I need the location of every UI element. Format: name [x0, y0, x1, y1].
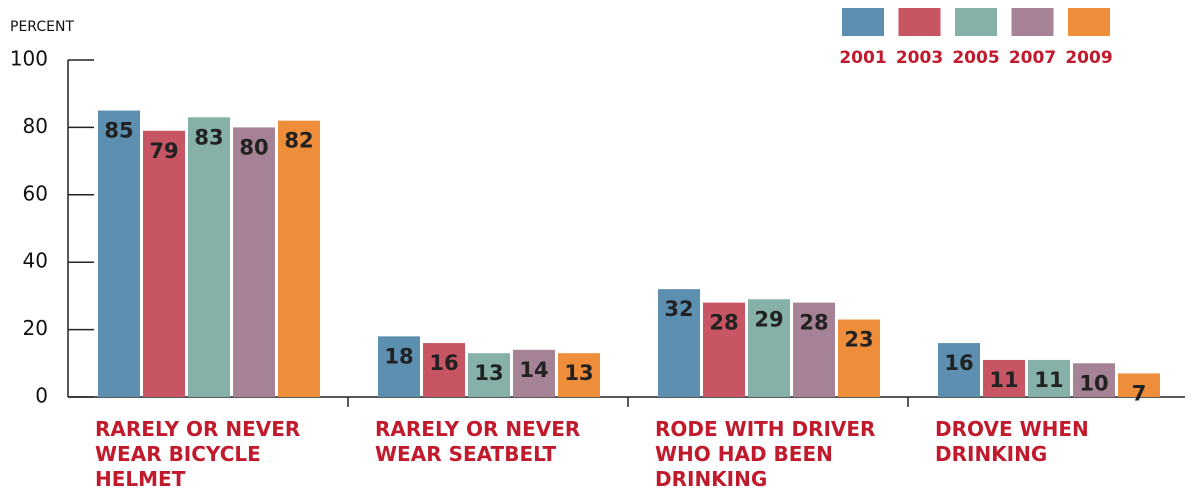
value-label: 11 [989, 368, 1018, 392]
bar [468, 353, 510, 397]
y-tick-label: 60 [23, 181, 48, 205]
value-label: 13 [564, 361, 593, 385]
value-label: 7 [1132, 381, 1147, 405]
value-label: 82 [284, 129, 313, 153]
legend-label: 2005 [952, 48, 999, 68]
value-label: 14 [519, 358, 548, 382]
x-tick-label: RARELY OR NEVER WEAR SEATBELT [375, 417, 587, 466]
category-line: WEAR BICYCLE [95, 442, 268, 466]
value-label: 80 [239, 135, 268, 159]
value-label: 16 [429, 351, 458, 375]
value-label: 32 [664, 297, 693, 321]
bar [793, 302, 835, 397]
legend-label: 2001 [839, 48, 886, 68]
bar [143, 130, 185, 397]
value-label: 28 [709, 311, 738, 335]
bar [513, 349, 555, 397]
category-line: HELMET [95, 467, 186, 491]
bar [1118, 373, 1160, 397]
legend-swatch [1011, 8, 1054, 36]
value-label: 29 [754, 307, 783, 331]
legend-swatch [955, 8, 997, 36]
value-label: 23 [844, 327, 873, 351]
value-label: 79 [149, 139, 178, 163]
value-label: 83 [194, 125, 223, 149]
bar [558, 353, 600, 397]
bar [1028, 359, 1070, 397]
x-tick-label: RARELY OR NEVER WEAR BICYCLE HELMET [95, 417, 307, 491]
category-line: DRINKING [935, 442, 1047, 466]
value-label: 11 [1034, 368, 1063, 392]
bar [233, 127, 275, 398]
x-tick-label: RODE WITH DRIVER WHO HAD BEEN DRINKING [655, 417, 882, 491]
category-line: RODE WITH DRIVER [655, 417, 882, 441]
y-tick-label: 20 [23, 316, 48, 340]
bar [278, 120, 320, 397]
bar [983, 359, 1025, 397]
category-line: DRINKING [655, 467, 767, 491]
bar [378, 336, 420, 397]
category-line: DROVE WHEN [935, 417, 1096, 441]
bar [423, 343, 465, 397]
y-tick-label: 0 [35, 384, 48, 408]
legend-swatch [898, 8, 941, 36]
value-label: 28 [799, 311, 828, 335]
legend-swatch [842, 8, 884, 36]
category-line: RARELY OR NEVER [375, 417, 587, 441]
value-label: 10 [1079, 371, 1108, 395]
bar [658, 289, 700, 397]
bar [188, 117, 230, 397]
value-label: 85 [104, 119, 133, 143]
y-tick-label: 100 [10, 47, 48, 71]
bar [703, 302, 745, 397]
legend-label: 2003 [896, 48, 943, 68]
y-tick-label: 80 [23, 114, 48, 138]
bar [938, 343, 980, 397]
bar [1073, 363, 1115, 397]
y-axis-label: PERCENT [10, 19, 74, 35]
bar [98, 110, 140, 398]
legend-label: 2009 [1065, 48, 1112, 68]
value-label: 16 [944, 351, 973, 375]
value-label: 18 [384, 344, 413, 368]
y-tick-label: 40 [23, 249, 48, 273]
bar [838, 319, 880, 397]
category-line: WHO HAD BEEN [655, 442, 840, 466]
bar [748, 299, 790, 397]
category-line: RARELY OR NEVER [95, 417, 307, 441]
value-label: 13 [474, 361, 503, 385]
legend-swatch [1068, 8, 1110, 36]
x-tick-label: DROVE WHEN DRINKING [935, 417, 1096, 466]
legend-label: 2007 [1009, 48, 1056, 68]
category-line: WEAR SEATBELT [375, 442, 557, 466]
